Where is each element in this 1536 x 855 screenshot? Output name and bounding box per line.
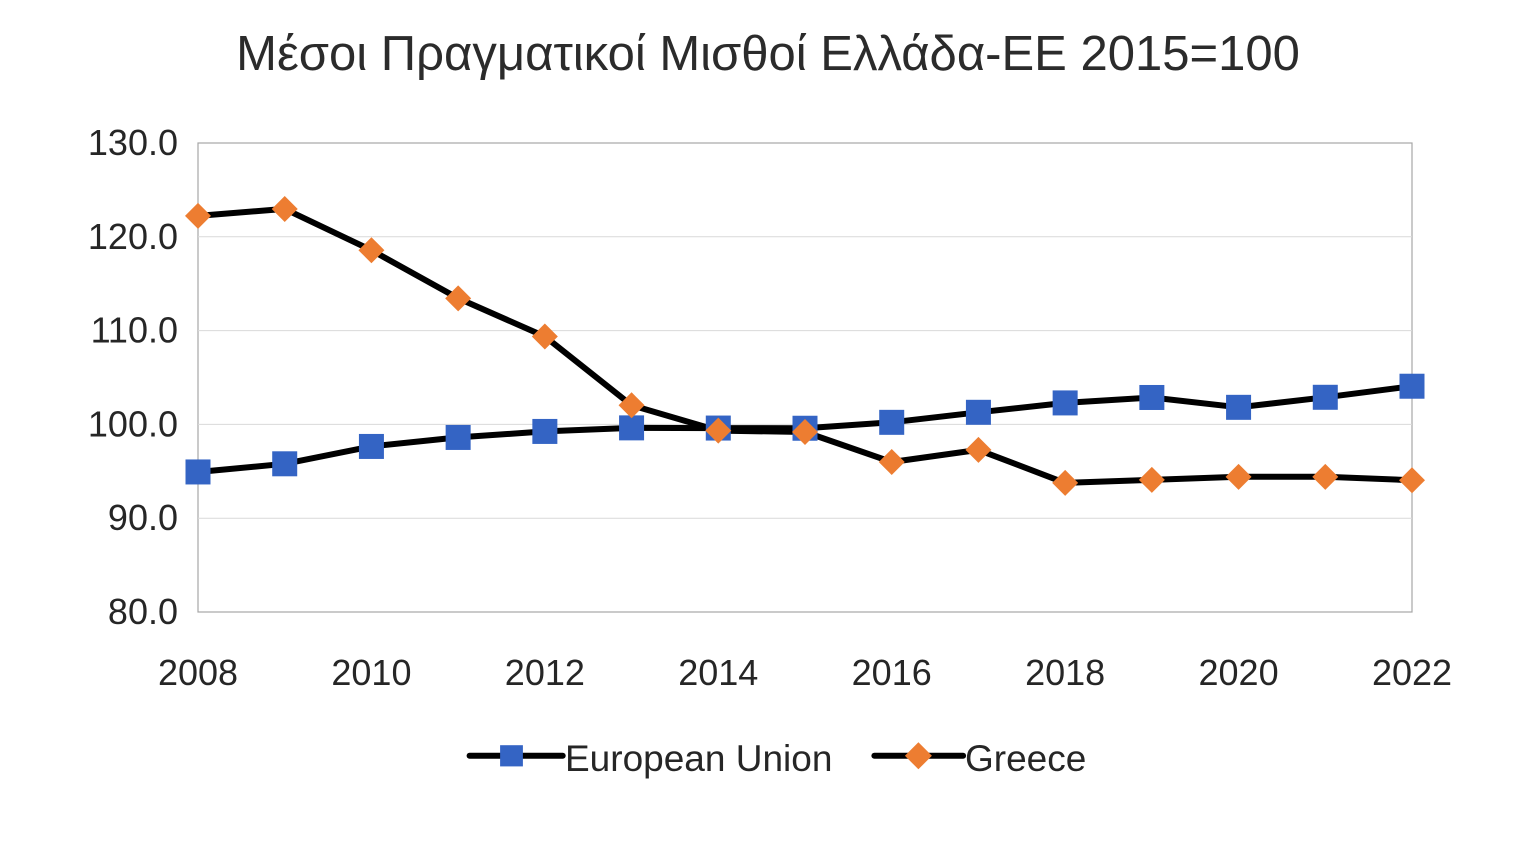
svg-text:2014: 2014: [678, 652, 758, 693]
svg-text:2022: 2022: [1372, 652, 1452, 693]
svg-text:80.0: 80.0: [108, 591, 178, 632]
svg-text:2010: 2010: [331, 652, 411, 693]
svg-text:2012: 2012: [505, 652, 585, 693]
svg-text:2008: 2008: [158, 652, 238, 693]
svg-text:2020: 2020: [1199, 652, 1279, 693]
svg-text:110.0: 110.0: [91, 310, 178, 351]
svg-text:2018: 2018: [1025, 652, 1105, 693]
svg-text:2016: 2016: [852, 652, 932, 693]
svg-text:90.0: 90.0: [108, 497, 178, 538]
svg-text:120.0: 120.0: [88, 216, 178, 257]
svg-text:100.0: 100.0: [88, 403, 178, 444]
svg-text:130.0: 130.0: [88, 122, 178, 163]
